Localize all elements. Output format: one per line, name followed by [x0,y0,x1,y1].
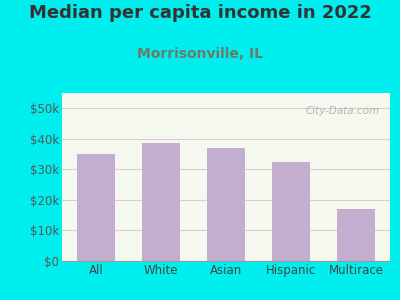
Bar [272,162,310,261]
Text: Morrisonville, IL: Morrisonville, IL [137,46,263,61]
Bar [337,209,375,261]
Bar [207,148,245,261]
Text: Median per capita income in 2022: Median per capita income in 2022 [28,4,372,22]
Bar [142,143,180,261]
Text: City-Data.com: City-Data.com [306,106,380,116]
Bar [77,154,115,261]
